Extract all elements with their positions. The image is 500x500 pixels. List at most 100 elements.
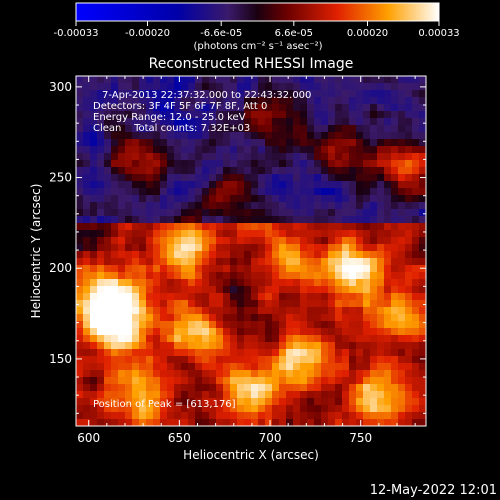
heatmap-cell	[342, 398, 350, 406]
heatmap-cell	[321, 202, 329, 210]
heatmap-cell	[230, 111, 238, 119]
heatmap-cell	[244, 356, 252, 364]
heatmap-cell	[286, 118, 294, 126]
heatmap-cell	[125, 188, 133, 196]
heatmap-cell	[230, 244, 238, 252]
heatmap-cell	[118, 328, 126, 336]
heatmap-cell	[188, 314, 196, 322]
heatmap-cell	[139, 97, 147, 105]
heatmap-cell	[272, 76, 280, 84]
heatmap-cell	[132, 111, 140, 119]
heatmap-cell	[265, 153, 273, 161]
heatmap-cell	[174, 300, 182, 308]
heatmap-cell	[328, 111, 336, 119]
heatmap-cell	[160, 216, 168, 224]
heatmap-cell	[279, 146, 287, 154]
heatmap-cell	[125, 153, 133, 161]
heatmap-cell	[209, 279, 217, 287]
heatmap-cell	[125, 244, 133, 252]
heatmap-cell	[181, 160, 189, 168]
heatmap-cell	[132, 307, 140, 315]
heatmap-cell	[76, 258, 84, 266]
heatmap-cell	[167, 153, 175, 161]
heatmap-cell	[160, 223, 168, 231]
heatmap-cell	[111, 97, 119, 105]
heatmap-cell	[181, 356, 189, 364]
heatmap-cell	[104, 363, 112, 371]
heatmap-cell	[251, 398, 259, 406]
heatmap-cell	[286, 83, 294, 91]
heatmap-cell	[195, 251, 203, 259]
heatmap-cell	[83, 342, 91, 350]
heatmap-cell	[349, 398, 357, 406]
heatmap-cell	[202, 146, 210, 154]
heatmap-cell	[97, 97, 105, 105]
heatmap-cell	[181, 349, 189, 357]
heatmap-cell	[398, 286, 406, 294]
heatmap-cell	[216, 188, 224, 196]
heatmap-cell	[188, 90, 196, 98]
heatmap-cell	[209, 118, 217, 126]
heatmap-cell	[167, 384, 175, 392]
heatmap-cell	[174, 328, 182, 336]
heatmap-cell	[216, 90, 224, 98]
heatmap-cell	[83, 111, 91, 119]
heatmap-cell	[342, 321, 350, 329]
heatmap-cell	[314, 265, 322, 273]
heatmap-cell	[328, 405, 336, 413]
heatmap-cell	[132, 230, 140, 238]
heatmap-cell	[314, 363, 322, 371]
heatmap-cell	[125, 132, 133, 140]
heatmap-cell	[279, 209, 287, 217]
heatmap-cell	[286, 223, 294, 231]
heatmap-cell	[132, 356, 140, 364]
heatmap-cell	[132, 342, 140, 350]
heatmap-cell	[398, 412, 406, 420]
heatmap-cell	[111, 405, 119, 413]
heatmap-cell	[321, 377, 329, 385]
heatmap-cell	[181, 195, 189, 203]
heatmap-cell	[104, 209, 112, 217]
heatmap-cell	[76, 104, 84, 112]
heatmap-cell	[181, 202, 189, 210]
heatmap-cell	[125, 111, 133, 119]
heatmap-cell	[342, 125, 350, 133]
heatmap-cell	[139, 370, 147, 378]
heatmap-cell	[321, 104, 329, 112]
heatmap-cell	[195, 419, 203, 426]
heatmap-cell	[307, 146, 315, 154]
heatmap-cell	[328, 363, 336, 371]
heatmap-cell	[146, 251, 154, 259]
heatmap-cell	[265, 328, 273, 336]
heatmap-cell	[307, 258, 315, 266]
heatmap-cell	[188, 181, 196, 189]
heatmap-cell	[272, 293, 280, 301]
heatmap-cell	[419, 412, 426, 420]
heatmap-cell	[398, 265, 406, 273]
heatmap-cell	[349, 237, 357, 245]
heatmap-cell	[363, 139, 371, 147]
heatmap-cell	[230, 125, 238, 133]
heatmap-cell	[293, 216, 301, 224]
heatmap-cell	[377, 286, 385, 294]
heatmap-cell	[328, 97, 336, 105]
heatmap-cell	[265, 195, 273, 203]
heatmap-cell	[97, 118, 105, 126]
heatmap-cell	[195, 167, 203, 175]
heatmap-cell	[111, 398, 119, 406]
heatmap-cell	[251, 132, 259, 140]
heatmap-cell	[90, 174, 98, 182]
heatmap-cell	[139, 174, 147, 182]
heatmap-cell	[230, 405, 238, 413]
heatmap-cell	[174, 125, 182, 133]
heatmap-cell	[307, 265, 315, 273]
heatmap-cell	[195, 363, 203, 371]
heatmap-cell	[398, 132, 406, 140]
heatmap-cell	[349, 174, 357, 182]
heatmap-cell	[146, 209, 154, 217]
heatmap-cell	[167, 139, 175, 147]
heatmap-cell	[237, 76, 245, 84]
heatmap-cell	[76, 398, 84, 406]
heatmap-cell	[104, 328, 112, 336]
heatmap-cell	[349, 370, 357, 378]
